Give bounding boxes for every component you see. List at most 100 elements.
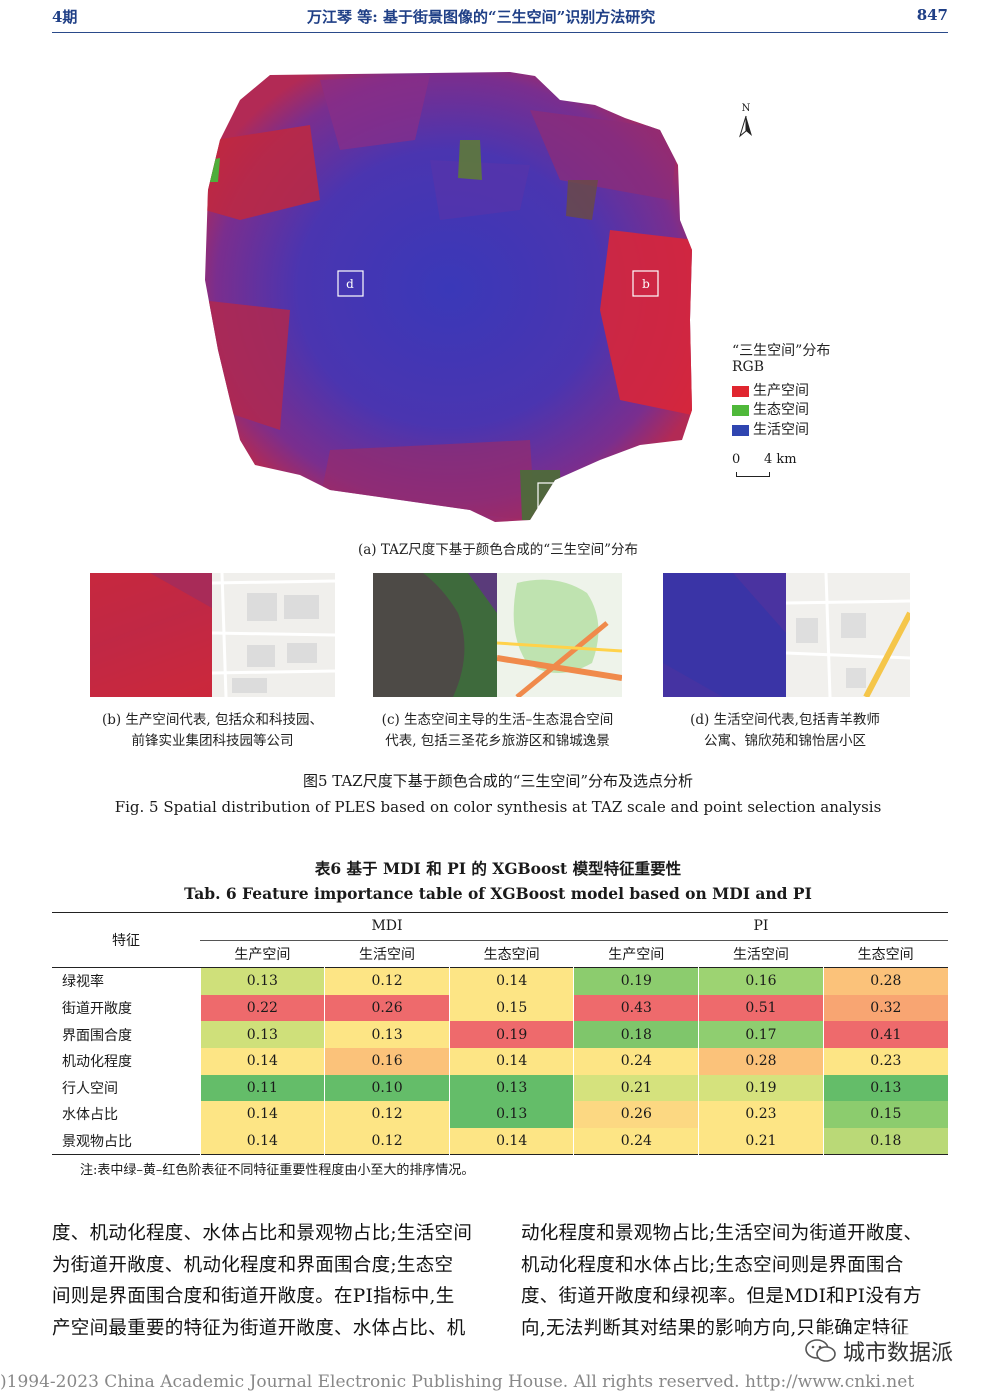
marker-b xyxy=(632,270,659,297)
feature-importance-table: 特征 MDI PI 生产空间 生活空间 生态空间 生产空间 生活空间 生态空间 … xyxy=(52,912,948,1155)
panel-d xyxy=(663,573,910,697)
table-row: 街道开敞度 0.22 0.26 0.15 0.43 0.51 0.32 xyxy=(52,994,948,1022)
table-cell: 0.18 xyxy=(573,1021,699,1048)
caption-d: (d) 生活空间代表,包括青羊教师 公寓、锦欣苑和锦怡居小区 xyxy=(690,712,880,749)
table-row: 水体占比 0.14 0.12 0.13 0.26 0.23 0.15 xyxy=(52,1101,948,1128)
table-cell: 0.18 xyxy=(822,1127,948,1155)
table-note: 注:表中绿–黄–红色阶表征不同特征重要性程度由小至大的排序情况。 xyxy=(80,1163,475,1178)
row-label: 界面围合度 xyxy=(62,1027,132,1044)
table-cell: 0.13 xyxy=(199,1021,325,1048)
panel-b xyxy=(90,573,335,697)
legend-title: “三生空间”分布 xyxy=(732,343,831,359)
sub-header: 生产空间 xyxy=(234,946,291,963)
issue-number: 4期 xyxy=(52,8,78,26)
feature-header: 特征 xyxy=(52,912,201,969)
table-cell: 0.19 xyxy=(573,967,699,995)
table-cell: 0.41 xyxy=(822,1021,948,1048)
table-cell: 0.22 xyxy=(199,994,325,1022)
figure-caption-cn: 图5 TAZ尺度下基于颜色合成的“三生空间”分布及选点分析 xyxy=(302,772,694,790)
table-cell: 0.12 xyxy=(324,967,450,995)
table-cell: 0.14 xyxy=(199,1101,325,1128)
table-cell: 0.13 xyxy=(448,1074,574,1102)
sub-header: 生态空间 xyxy=(483,946,540,963)
table-cell: 0.26 xyxy=(573,1101,699,1128)
panel-d-basemap xyxy=(785,573,910,697)
row-label: 机动化程度 xyxy=(62,1054,132,1071)
legend-item-production: 生产空间 xyxy=(732,380,809,400)
row-label: 景观物占比 xyxy=(62,1134,132,1151)
table-cell: 0.24 xyxy=(573,1047,699,1075)
table-cell: 0.19 xyxy=(698,1074,824,1102)
table-row: 绿视率 0.13 0.12 0.14 0.19 0.16 0.28 xyxy=(52,967,948,995)
legend-swatch-production xyxy=(732,385,749,397)
sub-header: 生产空间 xyxy=(608,946,665,963)
table-cell: 0.14 xyxy=(448,967,574,995)
row-label: 行人空间 xyxy=(62,1080,118,1097)
table-cell: 0.28 xyxy=(698,1047,824,1075)
table-cell: 0.16 xyxy=(698,967,824,995)
panel-c-map xyxy=(373,573,497,697)
marker-c-label: c xyxy=(549,490,556,504)
table-cell: 0.11 xyxy=(199,1074,325,1102)
running-title: 万江琴 等: 基于街景图像的“三生空间”识别方法研究 xyxy=(307,8,656,26)
panel-c xyxy=(373,573,622,697)
panel-c-basemap xyxy=(496,573,622,697)
table-cell: 0.14 xyxy=(199,1047,325,1075)
panel-d-map xyxy=(663,573,786,697)
group-header-mdi: MDI xyxy=(200,912,574,941)
table-cell: 0.16 xyxy=(324,1047,450,1075)
sub-header: 生活空间 xyxy=(732,946,789,963)
table-cell: 0.14 xyxy=(448,1047,574,1075)
legend-item-ecology: 生态空间 xyxy=(732,399,809,419)
marker-d-label: d xyxy=(346,277,354,291)
legend-subtitle: RGB xyxy=(732,359,765,375)
table-cell: 0.13 xyxy=(448,1101,574,1128)
table-cell: 0.13 xyxy=(199,967,325,995)
ples-map: d b c xyxy=(205,72,692,522)
row-label: 绿视率 xyxy=(62,974,104,991)
table-cell: 0.21 xyxy=(573,1074,699,1102)
caption-c: (c) 生态空间主导的生活–生态混合空间 代表, 包括三圣花乡旅游区和锦城逸景 xyxy=(381,712,614,749)
caption-b: (b) 生产空间代表, 包括众和科技园、 前锋实业集团科技园等公司 xyxy=(101,712,324,749)
marker-b-label: b xyxy=(642,277,650,291)
wechat-icon xyxy=(805,1339,836,1362)
table-title-cn: 表6 基于 MDI 和 PI 的 XGBoost 模型特征重要性 xyxy=(314,859,682,878)
north-arrow-icon: N xyxy=(736,104,756,140)
body-column-left: 度、机动化程度、水体占比和景观物占比;生活空间 为街道开敞度、机动化程度和界面围… xyxy=(52,1223,473,1339)
table-cell: 0.51 xyxy=(698,994,824,1022)
table-cell: 0.12 xyxy=(324,1127,450,1155)
caption-a: (a) TAZ尺度下基于颜色合成的“三生空间”分布 xyxy=(357,542,639,558)
legend-swatch-ecology xyxy=(732,404,749,416)
row-label: 街道开敞度 xyxy=(62,1001,132,1018)
marker-d xyxy=(337,270,364,297)
table-title-en: Tab. 6 Feature importance table of XGBoo… xyxy=(184,884,812,903)
table-cell: 0.28 xyxy=(822,967,948,995)
table-cell: 0.13 xyxy=(822,1074,948,1102)
group-header-pi: PI xyxy=(573,912,948,941)
table-cell: 0.43 xyxy=(573,994,699,1022)
table-cell: 0.23 xyxy=(822,1047,948,1075)
table-row: 景观物占比 0.14 0.12 0.14 0.24 0.21 0.18 xyxy=(52,1127,948,1155)
table-cell: 0.10 xyxy=(324,1074,450,1102)
page-header: 4期 万江琴 等: 基于街景图像的“三生空间”识别方法研究 847 xyxy=(52,0,948,33)
watermark: 城市数据派 xyxy=(805,1334,954,1368)
table-row: 机动化程度 0.14 0.16 0.14 0.24 0.28 0.23 xyxy=(52,1047,948,1075)
body-column-right: 动化程度和景观物占比;生活空间为街道开敞度、 机动化程度和水体占比;生态空间则是… xyxy=(521,1223,923,1339)
sub-header: 生态空间 xyxy=(857,946,914,963)
legend-swatch-living xyxy=(732,424,749,436)
table-cell: 0.15 xyxy=(822,1101,948,1128)
copyright-footer: )1994-2023 China Academic Journal Electr… xyxy=(0,1372,915,1392)
figure-caption-en: Fig. 5 Spatial distribution of PLES base… xyxy=(114,798,882,816)
table-cell: 0.12 xyxy=(324,1101,450,1128)
table-cell: 0.19 xyxy=(448,1021,574,1048)
row-label: 水体占比 xyxy=(62,1107,118,1124)
table-cell: 0.17 xyxy=(698,1021,824,1048)
table-cell: 0.26 xyxy=(324,994,450,1022)
marker-c xyxy=(537,482,567,512)
table-cell: 0.32 xyxy=(822,994,948,1022)
page-number: 847 xyxy=(916,6,948,24)
table-cell: 0.21 xyxy=(698,1127,824,1155)
scale-bar: 0 4 km xyxy=(732,452,812,480)
table-cell: 0.23 xyxy=(698,1101,824,1128)
table-cell: 0.14 xyxy=(448,1127,574,1155)
